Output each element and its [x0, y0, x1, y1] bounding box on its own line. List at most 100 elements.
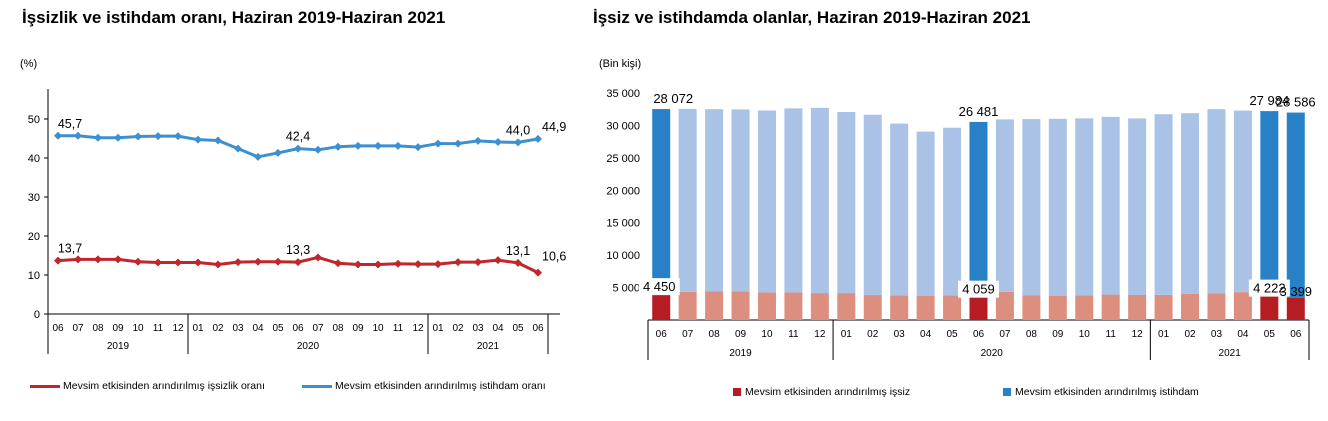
employed-bar [1154, 114, 1173, 295]
data-point [174, 132, 182, 141]
employed-bar [1022, 119, 1041, 296]
unemployed-bar [1286, 297, 1305, 320]
data-point [434, 139, 442, 148]
data-point [514, 258, 522, 267]
legend-unemployment-rate: Mevsim etkisinden arındırılmış işsizlik … [30, 380, 265, 392]
data-point [194, 135, 202, 144]
employed-bar [969, 121, 988, 294]
data-point [374, 260, 382, 269]
y-tick-label: 10 000 [606, 250, 640, 262]
data-point [534, 268, 542, 277]
data-point [134, 132, 142, 141]
data-point [214, 136, 222, 145]
x-tick-label: 01 [1158, 329, 1170, 340]
unemployed-bar [863, 295, 882, 320]
legend-swatch [1003, 388, 1011, 396]
x-tick-label: 06 [1290, 329, 1302, 340]
data-point [94, 133, 102, 142]
unemployed-bar [757, 292, 776, 320]
x-tick-label: 06 [52, 323, 64, 334]
y-tick-label: 30 000 [606, 120, 640, 132]
x-tick-label: 04 [1237, 329, 1249, 340]
x-tick-label: 06 [656, 329, 668, 340]
x-tick-label: 03 [472, 323, 484, 334]
x-tick-label: 08 [92, 323, 104, 334]
data-point [434, 260, 442, 269]
unemployed-bar [731, 291, 750, 320]
x-tick-label: 10 [1079, 329, 1091, 340]
year-label: 2021 [1219, 348, 1242, 359]
data-point [114, 133, 122, 142]
x-tick-label: 08 [332, 323, 344, 334]
x-tick-label: 11 [788, 329, 799, 340]
employed-bar [1207, 109, 1226, 294]
employed-bar [1048, 118, 1067, 296]
year-label: 2019 [729, 348, 752, 359]
x-tick-label: 11 [393, 323, 404, 334]
data-point [334, 259, 342, 268]
unemployed-bar [890, 295, 909, 320]
employed-bar [890, 123, 909, 296]
data-point [134, 257, 142, 266]
x-tick-label: 03 [232, 323, 244, 334]
data-point [114, 255, 122, 264]
data-label: 42,4 [286, 130, 310, 144]
data-point [514, 138, 522, 147]
label-box [1248, 279, 1290, 297]
data-label: 44,0 [506, 123, 530, 137]
data-point [534, 134, 542, 143]
data-point [74, 131, 82, 140]
data-point [354, 260, 362, 269]
data-point [414, 260, 422, 269]
y-tick-label: 20 [28, 231, 40, 243]
x-tick-label: 05 [946, 329, 958, 340]
data-point [94, 255, 102, 264]
data-point [314, 253, 322, 262]
x-tick-label: 11 [1106, 329, 1117, 340]
x-tick-label: 10 [761, 329, 773, 340]
employed-bar [705, 109, 724, 292]
x-tick-label: 07 [312, 323, 324, 334]
unemployed-bar [1233, 292, 1252, 320]
x-tick-label: 05 [272, 323, 284, 334]
data-point [254, 152, 262, 161]
y-tick-label: 25 000 [606, 153, 640, 165]
x-tick-label: 12 [1132, 329, 1144, 340]
unemployed-bar [1128, 294, 1147, 320]
right-unit-label: (Bin kişi) [599, 58, 642, 70]
year-label: 2021 [477, 341, 500, 352]
left-chart-title: İşsizlik ve istihdam oranı, Haziran 2019… [22, 8, 446, 27]
employed-bar [916, 131, 935, 296]
data-point [494, 256, 502, 265]
right-chart-title: İşsiz ve istihdamda olanlar, Haziran 201… [593, 8, 1031, 27]
legend-label: Mevsim etkisinden arındırılmış işsizlik … [63, 380, 265, 392]
employed-bar [1128, 118, 1147, 295]
data-point [314, 145, 322, 154]
unemployed-bar [1075, 295, 1094, 320]
x-tick-label: 04 [492, 323, 504, 334]
unemployed-data-label: 4 450 [643, 279, 676, 294]
x-tick-label: 08 [1026, 329, 1038, 340]
employed-bar [652, 109, 671, 292]
data-point [494, 138, 502, 147]
data-point [234, 258, 242, 267]
unemployed-bar [705, 291, 724, 320]
unemployed-data-label: 4 222 [1253, 281, 1286, 296]
x-tick-label: 07 [682, 329, 694, 340]
employed-bar [784, 108, 803, 293]
x-tick-label: 05 [1264, 329, 1276, 340]
data-point [474, 136, 482, 145]
data-point [414, 143, 422, 152]
data-point [274, 257, 282, 266]
y-tick-label: 40 [28, 153, 40, 165]
unemployed-bar [995, 291, 1014, 320]
x-tick-label: 06 [973, 329, 985, 340]
y-tick-label: 15 000 [606, 218, 640, 230]
data-point [394, 259, 402, 268]
employed-bar [731, 109, 750, 292]
unemployed-bar [837, 293, 856, 320]
data-label: 13,7 [58, 242, 82, 256]
employed-bar [1286, 112, 1305, 298]
legend-employed: Mevsim etkisinden arındırılmış istihdam [1003, 386, 1199, 398]
